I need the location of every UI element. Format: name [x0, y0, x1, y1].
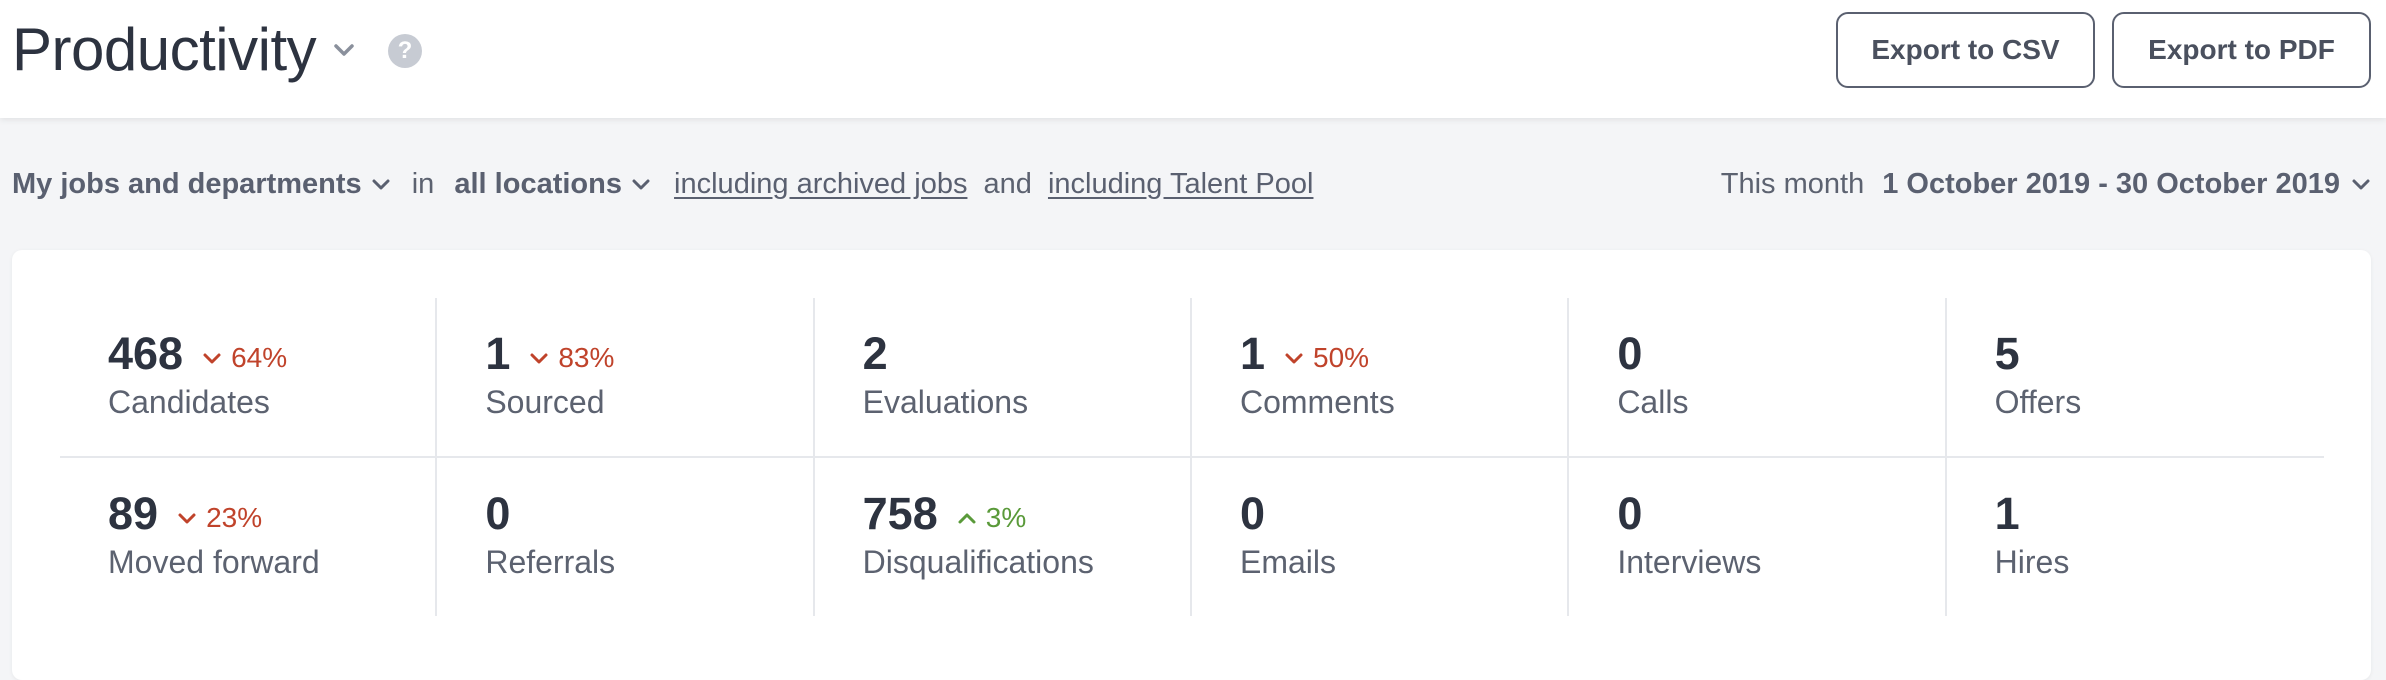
chevron-down-icon [1285, 353, 1303, 364]
date-range-picker[interactable]: This month 1 October 2019 - 30 October 2… [1721, 162, 2372, 206]
metrics-row: 468 64% Candidates 1 83% Sourced 2 Evaluations 1… [60, 298, 2324, 456]
metric-value: 0 [1617, 488, 1643, 539]
filter-bar: My jobs and departments in all locations… [12, 162, 1313, 206]
metric-label: Offers [1994, 384, 2082, 420]
metric-change: 50% [1283, 338, 1369, 378]
metric-value-line: 89 23% [108, 486, 435, 542]
chevron-down-icon [530, 353, 548, 364]
metric-value: 2 [862, 328, 888, 379]
metric-value-line: 0 [485, 486, 812, 542]
metric-label: Evaluations [862, 384, 1029, 420]
period-label: This month [1720, 168, 1865, 200]
chevron-down-icon [2352, 179, 2370, 190]
scope-dropdown[interactable]: My jobs and departments [12, 162, 392, 206]
metric-change-percent: 3% [985, 502, 1027, 533]
metric-change: 64% [201, 338, 287, 378]
metric-value: 758 [862, 488, 938, 539]
export-csv-button[interactable]: Export to CSV [1836, 12, 2095, 88]
metric-label: Disqualifications [862, 544, 1094, 580]
metric-label: Calls [1617, 384, 1689, 420]
metric-value: 0 [485, 488, 511, 539]
in-text: in [411, 168, 435, 200]
metric-label: Interviews [1617, 544, 1762, 580]
metric-value: 89 [108, 488, 159, 539]
archived-jobs-link[interactable]: including archived jobs [674, 168, 968, 200]
metric-value: 468 [108, 328, 184, 379]
metric-cell[interactable]: 468 64% Candidates [60, 298, 438, 456]
metric-value-line: 1 [1995, 486, 2324, 542]
chevron-down-icon [372, 179, 390, 190]
chevron-down-icon [178, 513, 196, 524]
scope-dropdown-label: My jobs and departments [12, 168, 362, 200]
metric-value-line: 468 64% [108, 326, 435, 382]
metric-cell[interactable]: 89 23% Moved forward [60, 458, 438, 616]
talent-pool-link[interactable]: including Talent Pool [1047, 168, 1314, 200]
metric-label: Emails [1239, 544, 1336, 580]
metric-cell[interactable]: 5 Offers [1947, 298, 2324, 456]
metrics-card: 468 64% Candidates 1 83% Sourced 2 Evaluations 1… [12, 250, 2371, 680]
export-pdf-button[interactable]: Export to PDF [2112, 12, 2371, 88]
metric-cell[interactable]: 0 Interviews [1569, 458, 1947, 616]
and-text: and [983, 168, 1032, 200]
metric-value: 1 [1994, 488, 2020, 539]
metric-cell[interactable]: 0 Referrals [437, 458, 815, 616]
metric-label: Sourced [485, 384, 605, 420]
metric-cell[interactable]: 758 3% Disqualifications [815, 458, 1192, 616]
metric-cell[interactable]: 1 83% Sourced [437, 298, 815, 456]
metric-change: 23% [176, 498, 262, 538]
metric-value-line: 0 [1617, 326, 1944, 382]
date-range-value: 1 October 2019 - 30 October 2019 [1882, 168, 2340, 200]
help-icon[interactable]: ? [388, 34, 422, 68]
metric-value-line: 5 [1995, 326, 2324, 382]
metric-value-line: 758 3% [863, 486, 1190, 542]
page-header: Productivity ? Export to CSV Export to P… [0, 0, 2386, 118]
metric-cell[interactable]: 1 50% Comments [1192, 298, 1570, 456]
metric-value-line: 2 [863, 326, 1190, 382]
metric-change-percent: 64% [231, 342, 288, 373]
page-title[interactable]: Productivity [12, 16, 317, 83]
chevron-down-icon [632, 179, 650, 190]
metrics-grid: 468 64% Candidates 1 83% Sourced 2 Evaluations 1… [60, 298, 2324, 616]
metric-value: 0 [1239, 488, 1266, 539]
metric-change-percent: 83% [558, 342, 615, 373]
metric-value: 0 [1617, 328, 1643, 379]
metric-change-percent: 23% [206, 502, 263, 533]
metric-value: 1 [1239, 328, 1266, 379]
metric-label: Comments [1239, 384, 1395, 420]
metric-value-line: 0 [1240, 486, 1567, 542]
metric-change: 3% [956, 498, 1026, 538]
metric-label: Hires [1994, 544, 2070, 580]
metric-value-line: 1 83% [485, 326, 812, 382]
metric-cell[interactable]: 1 Hires [1947, 458, 2324, 616]
chevron-down-icon[interactable] [330, 36, 358, 64]
metric-value-line: 1 50% [1240, 326, 1567, 382]
location-dropdown[interactable]: all locations [454, 162, 652, 206]
metric-label: Candidates [108, 384, 270, 420]
metric-cell[interactable]: 2 Evaluations [815, 298, 1192, 456]
metric-cell[interactable]: 0 Emails [1192, 458, 1570, 616]
metric-change-percent: 50% [1313, 342, 1370, 373]
metric-change: 83% [528, 338, 614, 378]
metric-value-line: 0 [1617, 486, 1944, 542]
metric-value: 5 [1994, 328, 2020, 379]
metric-label: Moved forward [108, 544, 320, 580]
metric-cell[interactable]: 0 Calls [1569, 298, 1947, 456]
chevron-down-icon [203, 353, 221, 364]
metric-value: 1 [485, 328, 511, 379]
chevron-up-icon [958, 513, 976, 524]
location-dropdown-label: all locations [454, 168, 622, 200]
metric-label: Referrals [485, 544, 616, 580]
metrics-row: 89 23% Moved forward 0 Referrals 758 3% Disqual… [60, 456, 2324, 616]
